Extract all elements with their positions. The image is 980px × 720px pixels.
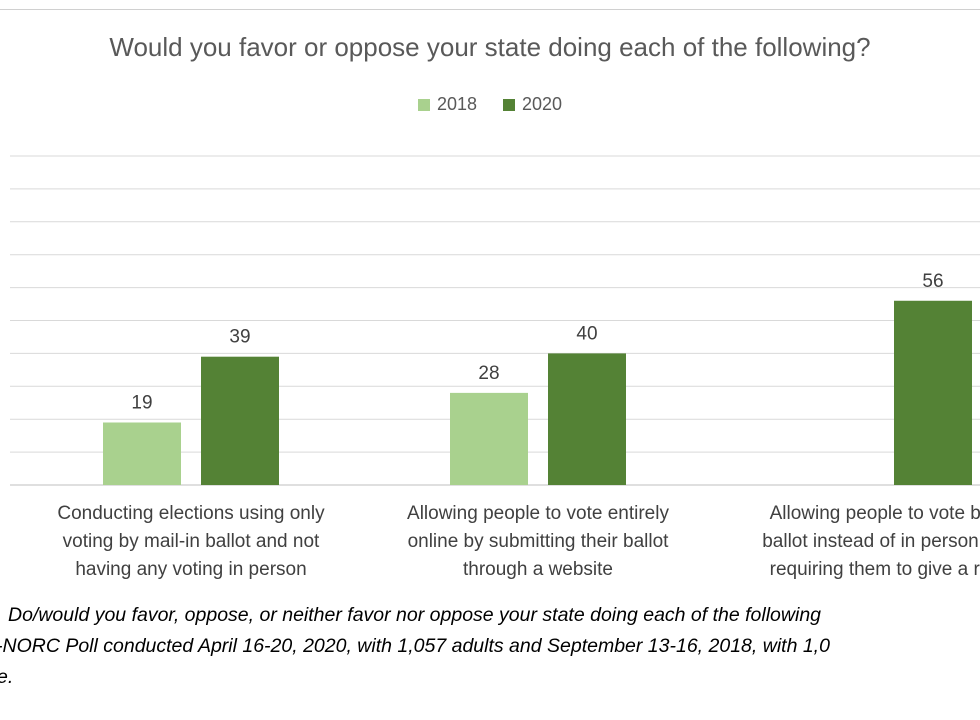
chart-title: Would you favor or oppose your state doi…: [109, 32, 871, 62]
category-label-line: Conducting elections using only: [57, 503, 325, 524]
category-label-line: Allowing people to vote by: [769, 503, 980, 524]
legend-label-2018: 2018: [436, 94, 477, 114]
bar-2020-0: [201, 356, 279, 485]
bar-2018-1: [450, 392, 528, 485]
category-label-mail-ballot-option: Allowing people to vote by ballot instea…: [720, 500, 980, 584]
footnote-line: e.: [0, 666, 14, 688]
category-label-line: Allowing people to vote entirely: [407, 503, 669, 524]
footnote-line: Do/would you favor, oppose, or neither f…: [8, 604, 822, 626]
category-label-line: having any voting in person: [75, 559, 307, 580]
category-label-line: voting by mail-in ballot and not: [62, 531, 320, 552]
legend-swatch-2020: [503, 98, 515, 111]
bar-2020-2: [894, 300, 972, 485]
legend-label-2020: 2020: [522, 94, 563, 114]
category-label-line: online by submitting their ballot: [407, 531, 669, 552]
category-label-line: through a website: [463, 559, 613, 580]
data-label-2018-0: 19: [131, 392, 152, 413]
category-label-line: ballot instead of in person w: [762, 531, 980, 552]
top-border: [0, 9, 980, 10]
chart-area: Would you favor or oppose your state doi…: [0, 9, 980, 584]
data-label-2020-1: 40: [576, 323, 597, 344]
footnote-line: -NORC Poll conducted April 16-20, 2020, …: [0, 635, 830, 657]
legend-swatch-2018: [417, 98, 430, 111]
bar-2018-0: [103, 422, 181, 485]
category-label-online-voting: Allowing people to vote entirely online …: [378, 500, 698, 584]
bar-2020-1: [548, 353, 626, 485]
category-label-mail-in-only: Conducting elections using only voting b…: [31, 500, 351, 584]
legend: 2018 2020: [0, 94, 980, 115]
data-label-2018-1: 28: [478, 363, 499, 384]
category-label-line: requiring them to give a re: [769, 559, 980, 580]
footnote: Do/would you favor, oppose, or neither f…: [0, 600, 980, 693]
legend-item-2018: 2018: [417, 94, 477, 115]
legend-item-2020: 2020: [503, 94, 562, 115]
plot-svg: 19 28 39 40 56: [10, 155, 980, 486]
data-label-2020-0: 39: [229, 327, 250, 348]
data-label-2020-2: 56: [922, 271, 943, 292]
